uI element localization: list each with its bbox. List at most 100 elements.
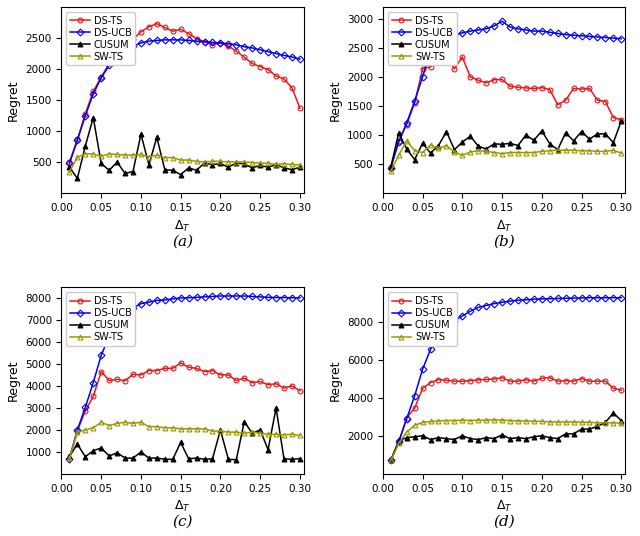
- DS-TS: [256, 378, 264, 385]
- DS-TS: [498, 374, 506, 381]
- DS-UCB: [538, 28, 546, 34]
- CUSUM: [562, 130, 570, 136]
- SW-TS: [106, 151, 113, 157]
- SW-TS: [137, 151, 145, 158]
- DS-UCB: [248, 44, 256, 51]
- DS-UCB: [113, 320, 121, 326]
- DS-UCB: [578, 33, 586, 39]
- SW-TS: [113, 151, 121, 158]
- DS-UCB: [137, 40, 145, 46]
- SW-TS: [586, 147, 593, 154]
- DS-UCB: [272, 50, 280, 57]
- DS-TS: [578, 86, 586, 92]
- SW-TS: [113, 420, 121, 427]
- SW-TS: [530, 418, 538, 425]
- DS-UCB: [185, 38, 193, 44]
- Line: SW-TS: SW-TS: [388, 418, 624, 463]
- CUSUM: [554, 435, 561, 442]
- DS-TS: [129, 36, 137, 42]
- CUSUM: [474, 143, 482, 150]
- DS-TS: [280, 385, 288, 391]
- DS-UCB: [177, 295, 184, 301]
- SW-TS: [161, 425, 168, 431]
- SW-TS: [272, 161, 280, 168]
- SW-TS: [618, 150, 625, 157]
- CUSUM: [81, 143, 89, 150]
- SW-TS: [483, 148, 490, 154]
- DS-TS: [145, 367, 153, 374]
- DS-UCB: [121, 47, 129, 54]
- DS-UCB: [90, 379, 97, 386]
- SW-TS: [419, 419, 426, 426]
- Y-axis label: Regret: Regret: [328, 79, 341, 121]
- DS-UCB: [256, 47, 264, 53]
- SW-TS: [296, 432, 304, 438]
- DS-TS: [209, 367, 216, 374]
- CUSUM: [241, 161, 248, 167]
- SW-TS: [419, 150, 426, 156]
- Legend: DS-TS, DS-UCB, CUSUM, SW-TS: DS-TS, DS-UCB, CUSUM, SW-TS: [67, 12, 135, 65]
- DS-TS: [129, 371, 137, 377]
- DS-TS: [530, 378, 538, 384]
- CUSUM: [570, 138, 577, 144]
- CUSUM: [578, 426, 586, 433]
- Line: SW-TS: SW-TS: [67, 420, 302, 461]
- DS-TS: [137, 28, 145, 35]
- DS-UCB: [216, 40, 224, 46]
- CUSUM: [530, 137, 538, 144]
- CUSUM: [570, 430, 577, 437]
- DS-TS: [602, 98, 609, 105]
- DS-UCB: [288, 54, 296, 60]
- CUSUM: [458, 139, 466, 145]
- CUSUM: [498, 141, 506, 147]
- DS-TS: [241, 54, 248, 61]
- DS-UCB: [411, 98, 419, 105]
- CUSUM: [467, 435, 474, 442]
- DS-UCB: [232, 293, 240, 299]
- DS-TS: [216, 40, 224, 46]
- CUSUM: [241, 419, 248, 425]
- DS-UCB: [296, 56, 304, 62]
- DS-UCB: [562, 32, 570, 38]
- DS-UCB: [153, 297, 161, 303]
- Line: DS-TS: DS-TS: [388, 375, 624, 463]
- DS-UCB: [419, 366, 426, 373]
- SW-TS: [65, 455, 73, 461]
- CUSUM: [280, 165, 288, 171]
- CUSUM: [106, 167, 113, 174]
- SW-TS: [288, 431, 296, 437]
- CUSUM: [280, 456, 288, 462]
- SW-TS: [609, 420, 617, 426]
- SW-TS: [129, 152, 137, 158]
- DS-TS: [185, 364, 193, 370]
- DS-UCB: [145, 299, 153, 306]
- SW-TS: [272, 431, 280, 437]
- SW-TS: [288, 161, 296, 168]
- DS-UCB: [435, 333, 442, 339]
- SW-TS: [522, 150, 530, 156]
- DS-TS: [522, 376, 530, 383]
- DS-UCB: [578, 295, 586, 301]
- DS-UCB: [427, 346, 435, 353]
- CUSUM: [145, 455, 153, 461]
- DS-UCB: [546, 295, 554, 302]
- CUSUM: [458, 433, 466, 439]
- DS-TS: [546, 374, 554, 381]
- SW-TS: [498, 417, 506, 423]
- CUSUM: [506, 435, 514, 442]
- CUSUM: [145, 161, 153, 168]
- DS-UCB: [193, 38, 200, 44]
- DS-TS: [288, 85, 296, 91]
- SW-TS: [490, 150, 498, 156]
- DS-TS: [483, 376, 490, 383]
- Legend: DS-TS, DS-UCB, CUSUM, SW-TS: DS-TS, DS-UCB, CUSUM, SW-TS: [67, 292, 135, 346]
- SW-TS: [395, 152, 403, 158]
- CUSUM: [232, 457, 240, 463]
- DS-TS: [483, 79, 490, 86]
- DS-TS: [248, 379, 256, 386]
- SW-TS: [264, 431, 272, 437]
- CUSUM: [137, 449, 145, 455]
- SW-TS: [451, 418, 458, 424]
- DS-TS: [185, 31, 193, 37]
- DS-TS: [458, 378, 466, 384]
